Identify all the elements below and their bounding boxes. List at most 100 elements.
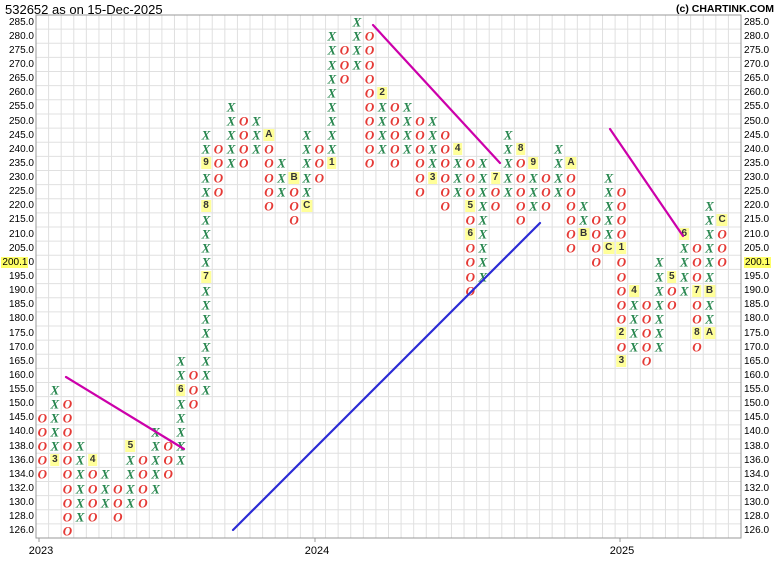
y-axis-label-right: 130.0 [744, 497, 770, 509]
y-axis-label-left: 220.0 [8, 200, 34, 212]
y-axis-label-right: 134.0 [744, 468, 770, 480]
y-axis-label-left: 175.0 [8, 327, 34, 339]
y-axis-label-right: 145.0 [744, 412, 770, 424]
pnf-x-mark: X [327, 57, 337, 72]
pnf-x-mark: X [75, 495, 85, 511]
y-axis-label-left: 155.0 [8, 384, 34, 396]
y-axis-label-left: 195.0 [8, 271, 34, 282]
pnf-x-mark: X [528, 198, 538, 214]
pnf-o-mark: O [717, 254, 727, 270]
pnf-x-mark: X [352, 42, 362, 58]
y-axis-label-left: 240.0 [8, 143, 34, 155]
pnf-x-mark: X [327, 127, 337, 143]
pnf-o-mark: O [264, 155, 274, 171]
pnf-o-mark: O [364, 127, 375, 143]
y-axis-label-left: 270.0 [8, 58, 34, 70]
pnf-x-mark: X [528, 170, 538, 186]
y-axis-label-right: 240.0 [744, 143, 770, 155]
pnf-o-mark: O [188, 382, 199, 398]
y-axis-label-left: 235.0 [8, 157, 34, 169]
pnf-month-marker: 2 [616, 327, 627, 339]
pnf-o-mark: O [37, 466, 47, 482]
pnf-x-mark: X [151, 466, 160, 482]
pnf-month-marker: 3 [616, 355, 627, 368]
pnf-o-mark: O [415, 141, 425, 157]
pnf-x-mark: X [478, 212, 488, 228]
y-axis-label-right: 165.0 [744, 355, 770, 367]
pnf-x-mark: X [654, 283, 664, 299]
y-axis-label-left: 130.0 [8, 497, 34, 509]
pnf-x-mark: X [201, 212, 211, 228]
x-axis-year-label: 2023 [28, 545, 54, 557]
pnf-o-mark: O [364, 28, 375, 44]
y-axis-label-left: 185.0 [8, 299, 34, 311]
pnf-o-mark: O [465, 170, 475, 186]
pnf-o-mark: O [440, 141, 450, 157]
pnf-o-mark: O [692, 269, 702, 284]
pnf-o-mark: O [515, 170, 526, 186]
pnf-o-mark: O [390, 155, 400, 171]
y-axis-label-right: 285.0 [744, 16, 770, 28]
pnf-o-mark: O [113, 509, 123, 525]
pnf-o-mark: O [616, 198, 627, 214]
pnf-o-mark: O [163, 438, 173, 454]
pnf-o-mark: O [264, 198, 274, 214]
pnf-o-mark: O [138, 452, 148, 468]
pnf-o-mark: O [62, 396, 73, 412]
pnf-x-mark: X [50, 396, 60, 412]
pnf-o-mark: O [490, 198, 501, 214]
y-axis-label-left: 260.0 [8, 87, 34, 99]
pnf-x-mark: X [629, 339, 639, 355]
pnf-o-mark: O [87, 509, 98, 525]
y-axis-label-right: 150.0 [744, 398, 770, 410]
pnf-x-mark: X [579, 212, 588, 228]
pnf-x-mark: X [75, 481, 85, 496]
y-axis-label-right: 245.0 [744, 129, 770, 141]
pnf-x-mark: X [352, 14, 362, 30]
pnf-o-mark: O [541, 184, 551, 200]
pnf-month-marker: 5 [667, 270, 677, 283]
pnf-month-marker: C [301, 199, 313, 212]
pnf-o-mark: O [415, 184, 425, 200]
pnf-x-mark: X [251, 113, 261, 129]
pnf-o-mark: O [213, 170, 224, 186]
pnf-x-mark: X [327, 42, 337, 58]
pnf-x-mark: X [403, 141, 412, 157]
y-axis-label-left: 126.0 [8, 525, 34, 537]
pnf-o-mark: O [541, 170, 551, 186]
pnf-x-mark: X [604, 212, 614, 228]
pnf-month-marker: 1 [616, 242, 627, 255]
pnf-o-mark: O [415, 170, 425, 186]
pnf-x-mark: X [629, 325, 639, 341]
pnf-month-marker: 2 [377, 86, 387, 99]
pnf-x-mark: X [654, 254, 664, 270]
pnf-o-mark: O [465, 155, 475, 171]
y-axis-label-right: 255.0 [744, 101, 770, 113]
pnf-o-mark: O [692, 297, 702, 313]
pnf-o-mark: O [364, 85, 375, 101]
pnf-o-mark: O [339, 42, 350, 58]
pnf-x-mark: X [151, 481, 160, 496]
y-axis-label-left: 250.0 [8, 115, 34, 127]
pnf-x-mark: X [478, 184, 488, 200]
pnf-o-mark: O [591, 226, 601, 242]
pnf-x-mark: X [503, 155, 513, 171]
pnf-o-mark: O [289, 184, 299, 200]
pnf-o-mark: O [213, 184, 224, 200]
pnf-x-mark: X [201, 226, 211, 242]
chart-title: 532652 as on 15-Dec-2025 [5, 2, 163, 17]
pnf-x-mark: X [151, 424, 160, 440]
pnf-x-mark: X [50, 410, 60, 426]
pnf-o-mark: O [163, 452, 173, 468]
pnf-x-mark: X [428, 113, 437, 129]
pnf-month-marker: 7 [692, 284, 702, 297]
y-axis-label-right: 138.0 [744, 440, 770, 452]
pnf-month-marker: 4 [629, 284, 639, 297]
pnf-month-marker: 4 [87, 454, 98, 467]
pnf-x-mark: X [579, 198, 588, 214]
plot-border [35, 14, 742, 539]
pnf-x-mark: X [201, 367, 211, 383]
pnf-month-marker: A [703, 327, 716, 339]
pnf-o-mark: O [440, 170, 450, 186]
pnf-o-mark: O [188, 367, 199, 383]
